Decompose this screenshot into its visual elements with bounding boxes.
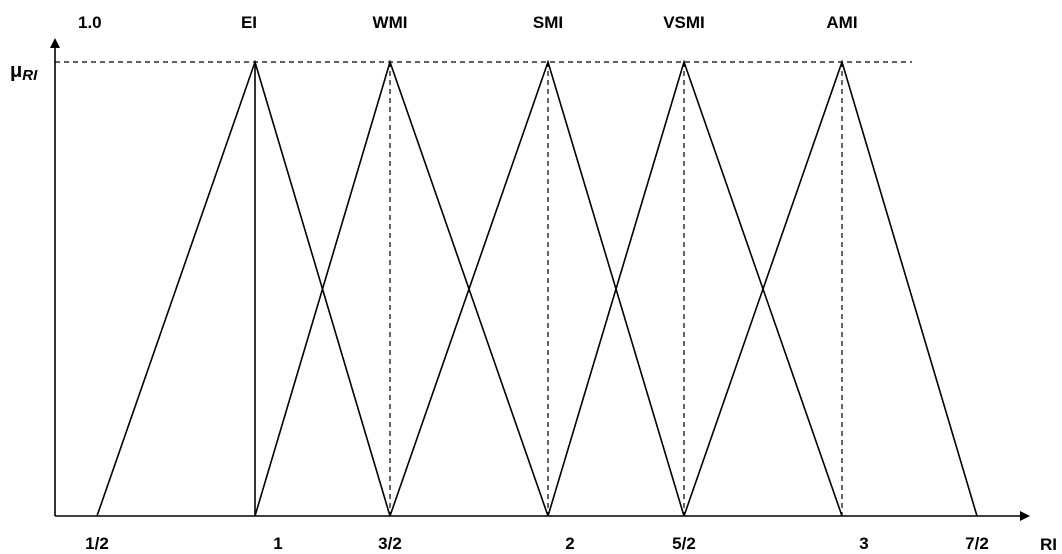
- x-tick-label: 3/2: [378, 534, 402, 553]
- series-labels: EI WMI SMI VSMI AMI: [241, 13, 858, 32]
- y-top-tick-label: 1.0: [78, 13, 102, 32]
- membership-triangles: [96, 59, 978, 517]
- x-tick-label: 1: [273, 534, 282, 553]
- y-axis-label-sub: RI: [22, 67, 38, 84]
- triangle-ami: [683, 59, 978, 517]
- series-label-vsmi: VSMI: [663, 13, 705, 32]
- triangle-ei: [96, 59, 391, 517]
- x-tick-label: 5/2: [672, 534, 696, 553]
- x-tick-label: 2: [565, 534, 574, 553]
- triangle-smi: [389, 59, 685, 517]
- triangle-vsmi: [547, 59, 843, 517]
- x-tick-label: 7/2: [965, 534, 989, 553]
- y-axis-label: μRI: [10, 60, 38, 84]
- series-label-wmi: WMI: [373, 13, 408, 32]
- series-label-ei: EI: [241, 13, 257, 32]
- x-tick-label: 3: [859, 534, 868, 553]
- peak-vertical-lines: [254, 62, 843, 516]
- x-tick-labels: 1/2 1 3/2 2 5/2 3 7/2: [85, 534, 989, 553]
- x-tick-label: 1/2: [85, 534, 109, 553]
- x-axis-label: RI: [1040, 535, 1057, 554]
- y-axis-label-main: μ: [10, 60, 22, 82]
- series-label-smi: SMI: [533, 13, 563, 32]
- series-label-ami: AMI: [826, 13, 857, 32]
- triangle-wmi: [254, 59, 549, 517]
